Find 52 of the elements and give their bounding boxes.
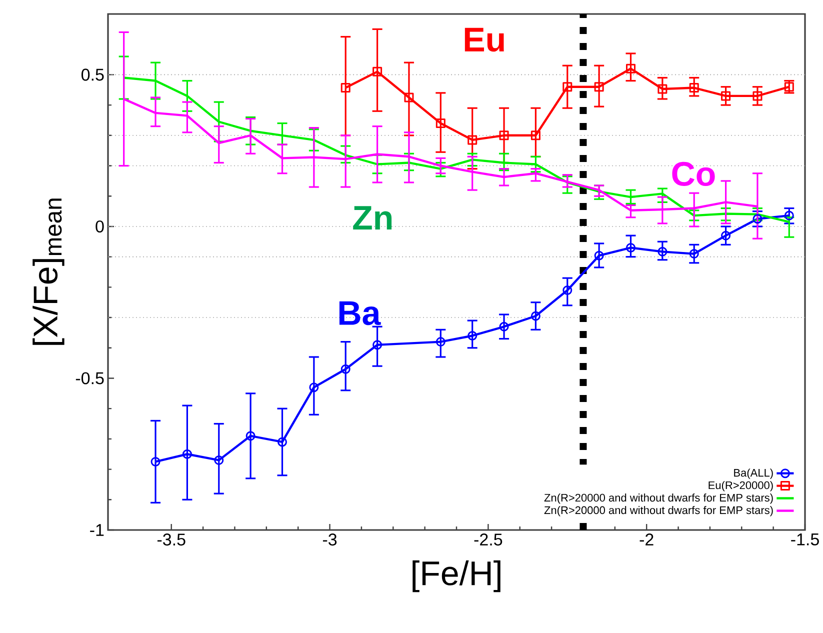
point bbox=[340, 83, 350, 93]
point bbox=[658, 246, 668, 256]
point bbox=[182, 449, 192, 459]
point bbox=[468, 330, 478, 340]
point bbox=[278, 437, 287, 447]
legend-label: Zn(R>20000 and without dwarfs for EMP stars) bbox=[544, 494, 773, 504]
point bbox=[309, 382, 319, 392]
point bbox=[214, 455, 224, 465]
point bbox=[436, 337, 446, 347]
x-tick-label: -1.5 bbox=[791, 534, 819, 546]
point bbox=[499, 130, 509, 140]
y-tick-label: 0 bbox=[96, 220, 104, 232]
point bbox=[372, 66, 382, 76]
point bbox=[658, 84, 668, 94]
point bbox=[689, 83, 699, 93]
x-axis-title: [Fe/H] bbox=[412, 560, 500, 592]
point bbox=[784, 210, 794, 220]
point bbox=[530, 130, 540, 140]
point bbox=[562, 285, 572, 295]
point bbox=[436, 118, 446, 128]
point bbox=[626, 242, 636, 252]
point bbox=[689, 249, 699, 259]
y-axis-title: [X/Fe]$_{mean}$ bbox=[32, 198, 64, 345]
point bbox=[404, 92, 414, 102]
y-tick-label: 0.5 bbox=[81, 68, 104, 81]
point bbox=[626, 64, 636, 74]
point bbox=[499, 322, 509, 332]
y-tick-label: -0.5 bbox=[76, 372, 104, 384]
x-tick-label: -2 bbox=[640, 534, 654, 546]
annotation: Co bbox=[672, 162, 715, 186]
point bbox=[530, 311, 540, 321]
point bbox=[150, 456, 160, 466]
point bbox=[721, 230, 731, 240]
point bbox=[594, 250, 604, 260]
x-tick-label: -3 bbox=[322, 534, 337, 546]
point bbox=[468, 135, 478, 145]
annotation: Eu bbox=[464, 28, 504, 52]
point bbox=[594, 82, 604, 92]
point bbox=[340, 364, 350, 374]
point bbox=[721, 91, 731, 101]
annotation: Zn bbox=[353, 206, 392, 230]
legend-label: Ba(ALL) bbox=[734, 468, 773, 479]
point bbox=[752, 91, 762, 101]
x-tick-label: -2.5 bbox=[474, 534, 502, 546]
legend-label: Eu(R>20000) bbox=[708, 481, 773, 492]
y-tick-label: -1 bbox=[90, 524, 104, 536]
point bbox=[372, 340, 382, 350]
point bbox=[246, 431, 256, 441]
annotation: Ba bbox=[339, 301, 381, 326]
point bbox=[562, 82, 572, 92]
legend-label: Zn(R>20000 and without dwarfs for EMP stars) bbox=[544, 506, 773, 516]
x-tick-label: -3.5 bbox=[157, 534, 186, 546]
